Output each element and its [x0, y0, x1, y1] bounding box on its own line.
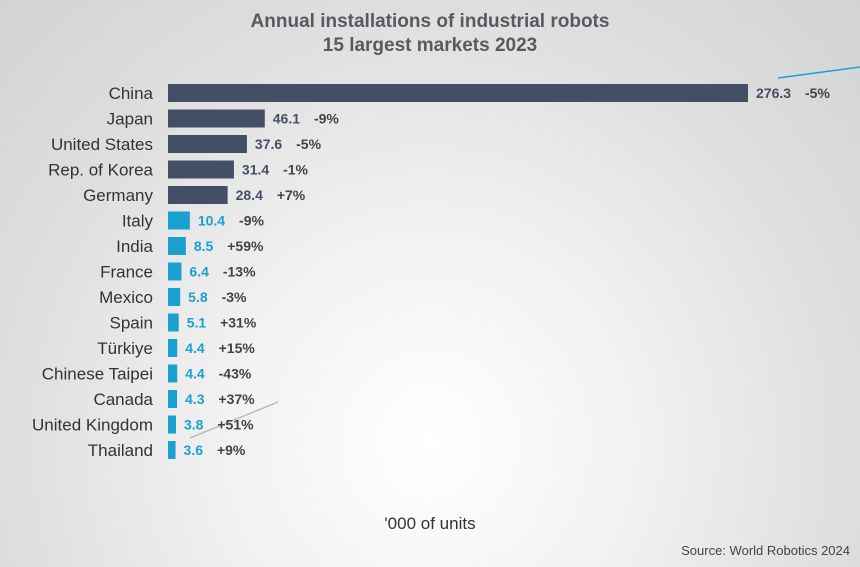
value-label: 4.4 [185, 340, 205, 356]
bar [168, 263, 181, 281]
value-label: 4.4 [185, 366, 205, 382]
bar [168, 110, 265, 128]
value-label: 276.3 [756, 85, 791, 101]
bar [168, 135, 247, 153]
value-label: 5.8 [188, 289, 208, 305]
category-label: Türkiye [97, 339, 153, 358]
value-label: 31.4 [242, 162, 269, 178]
category-label: India [116, 237, 153, 256]
category-label: Germany [83, 186, 153, 205]
category-label: France [100, 263, 153, 282]
source-note: Source: World Robotics 2024 [681, 543, 850, 558]
category-label: Japan [107, 110, 153, 129]
category-label: United Kingdom [32, 416, 153, 435]
change-label: -43% [219, 366, 252, 382]
value-label: 6.4 [189, 264, 209, 280]
change-label: +31% [220, 315, 257, 331]
change-label: -9% [314, 111, 339, 127]
category-label: Thailand [88, 441, 153, 460]
change-label: -3% [222, 289, 247, 305]
value-label: 4.3 [185, 391, 205, 407]
bar [168, 161, 234, 179]
value-label: 46.1 [273, 111, 300, 127]
change-label: -9% [239, 213, 264, 229]
bar [168, 314, 179, 332]
change-label: -5% [296, 136, 321, 152]
bar [168, 288, 180, 306]
bar [168, 416, 176, 434]
category-label: Chinese Taipei [42, 365, 153, 384]
bar [168, 365, 177, 383]
value-label: 5.1 [187, 315, 207, 331]
bar [168, 84, 748, 102]
category-label: Canada [93, 390, 153, 409]
change-label: +51% [217, 417, 254, 433]
bar [168, 441, 176, 459]
category-label: United States [51, 135, 153, 154]
category-label: Mexico [99, 288, 153, 307]
value-label: 8.5 [194, 238, 214, 254]
change-label: +7% [277, 187, 306, 203]
value-label: 10.4 [198, 213, 225, 229]
category-label: China [109, 84, 154, 103]
x-axis-label: '000 of units [0, 514, 860, 534]
value-label: 3.8 [184, 417, 204, 433]
category-label: Italy [122, 212, 154, 231]
change-label: +15% [219, 340, 256, 356]
change-label: -1% [283, 162, 308, 178]
change-label: -5% [805, 85, 830, 101]
bar [168, 237, 186, 255]
change-label: +37% [218, 391, 255, 407]
change-label: +59% [227, 238, 264, 254]
change-label: -13% [223, 264, 256, 280]
category-label: Rep. of Korea [48, 161, 153, 180]
bar [168, 186, 228, 204]
change-label: +9% [217, 442, 246, 458]
bar [168, 212, 190, 230]
value-label: 28.4 [236, 187, 263, 203]
bar [168, 390, 177, 408]
value-label: 37.6 [255, 136, 282, 152]
bar [168, 339, 177, 357]
value-label: 3.6 [184, 442, 204, 458]
category-label: Spain [110, 314, 153, 333]
